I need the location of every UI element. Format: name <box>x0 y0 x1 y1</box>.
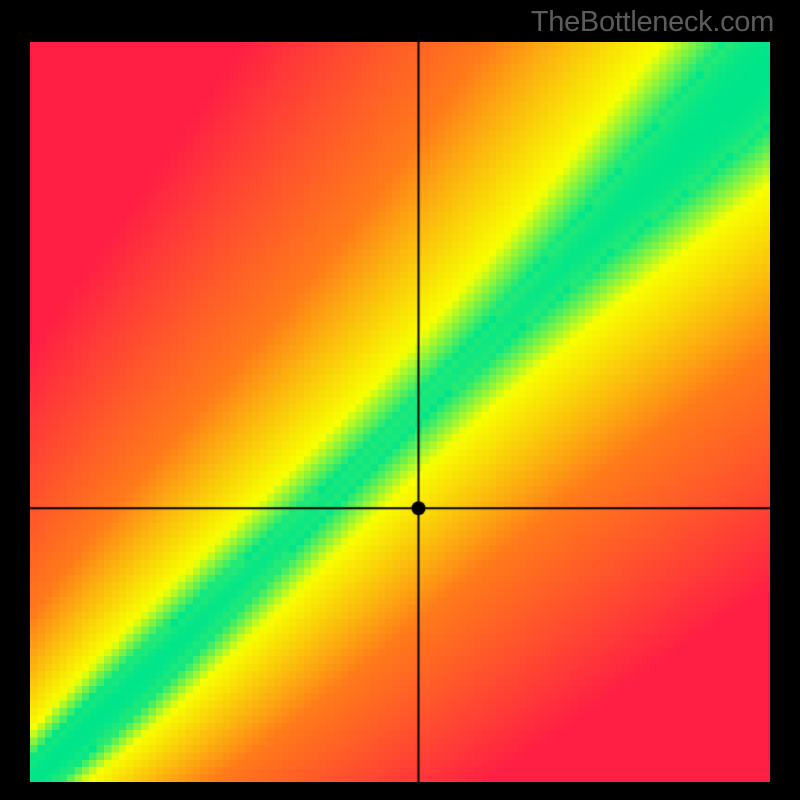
crosshair-overlay <box>30 42 770 782</box>
site-watermark: TheBottleneck.com <box>531 6 774 39</box>
